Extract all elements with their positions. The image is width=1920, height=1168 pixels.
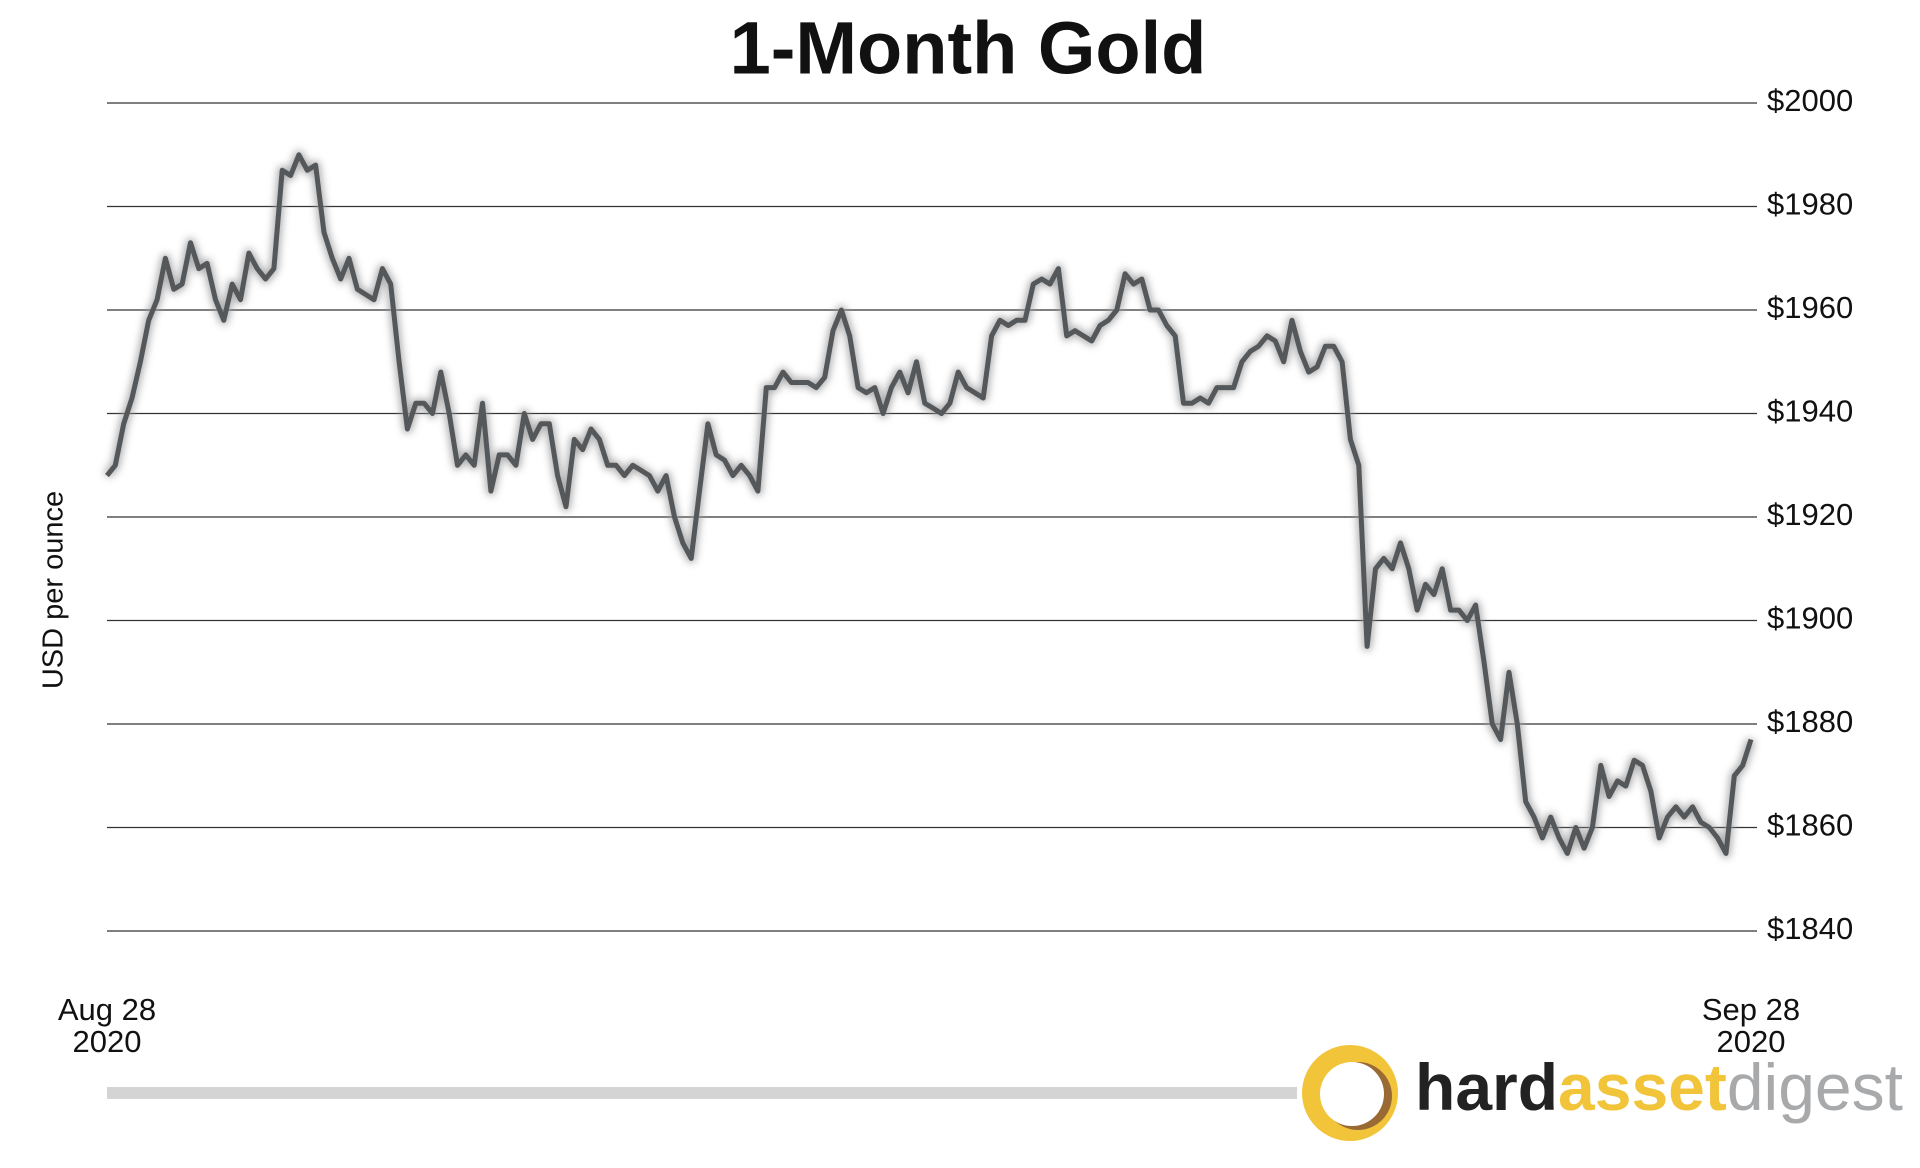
logo-hole <box>1320 1062 1384 1126</box>
y-tick-label: $1960 <box>1767 290 1853 325</box>
logo-part: digest <box>1727 1050 1903 1124</box>
y-tick-label: $1860 <box>1767 808 1853 843</box>
x-tick-label: Aug 28 2020 <box>57 992 157 1059</box>
chart-title: 1-Month Gold <box>730 7 1207 90</box>
logo-part: asset <box>1558 1050 1727 1124</box>
line-glow <box>103 150 1756 858</box>
logo-text: hardassetdigest <box>1415 1050 1903 1124</box>
y-tick-label: $1920 <box>1767 497 1853 532</box>
logo-part: hard <box>1415 1050 1558 1124</box>
x-tick-label: Sep 28 2020 <box>1701 992 1801 1059</box>
decor-bar <box>107 1087 1297 1099</box>
y-tick-label: $1940 <box>1767 394 1853 429</box>
y-tick-label: $1880 <box>1767 704 1853 739</box>
y-tick-label: $2000 <box>1767 83 1853 118</box>
y-tick-label: $1980 <box>1767 187 1853 222</box>
y-axis-label: USD per ounce <box>38 491 70 689</box>
line <box>105 152 1754 856</box>
y-tick-label: $1840 <box>1767 911 1853 946</box>
y-tick-label: $1900 <box>1767 601 1853 636</box>
